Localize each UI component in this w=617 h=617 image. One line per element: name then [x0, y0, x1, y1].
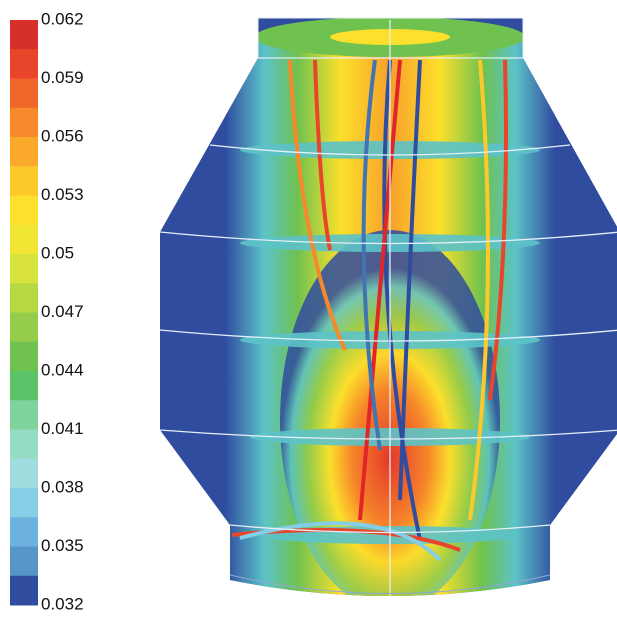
colorbar-segment [10, 166, 38, 196]
colorbar-segment [10, 108, 38, 138]
colorbar-segment [10, 137, 38, 167]
colorbar-segment [10, 342, 38, 372]
colorbar-segment [10, 254, 38, 284]
colorbar-segment [10, 225, 38, 255]
colorbar-segment [10, 20, 38, 50]
colorbar-tick-label: 0.062 [41, 9, 84, 28]
colorbar-segment [10, 49, 38, 79]
colorbar-tick-label: 0.05 [41, 243, 74, 262]
colorbar-tick-label: 0.032 [41, 594, 84, 613]
figure: 0.062 0.059 0.056 0.053 0.05 0.047 0.044 0.041 0… [0, 0, 617, 617]
colorbar-tick-label: 0.047 [41, 302, 84, 321]
colorbar-tick-label: 0.041 [41, 419, 84, 438]
colorbar-tick-label: 0.038 [41, 477, 84, 496]
colorbar-segment [10, 517, 38, 547]
page: {"colorbar": {"clim": [0.032, 0.062], "t… [0, 0, 617, 617]
colorbar-tick-label: 0.044 [41, 360, 84, 379]
colorbar-tick-label: 0.059 [41, 68, 84, 87]
colorbar-segment [10, 313, 38, 343]
colorbar-segment [10, 488, 38, 518]
colorbar-segment [10, 400, 38, 430]
colorbar-tick-label: 0.053 [41, 185, 84, 204]
colorbar-segment [10, 459, 38, 489]
colorbar-segment [10, 576, 38, 606]
colorbar-segment [10, 430, 38, 460]
colorbar-tick-label: 0.035 [41, 536, 84, 555]
colorbar-segment [10, 196, 38, 226]
colorbar-segment [10, 79, 38, 109]
contour-plot [150, 10, 617, 610]
colorbar-tick-label: 0.056 [41, 126, 84, 145]
colorbar-segment [10, 371, 38, 401]
colorbar-segment [10, 283, 38, 313]
colorbar-segment [10, 547, 38, 577]
